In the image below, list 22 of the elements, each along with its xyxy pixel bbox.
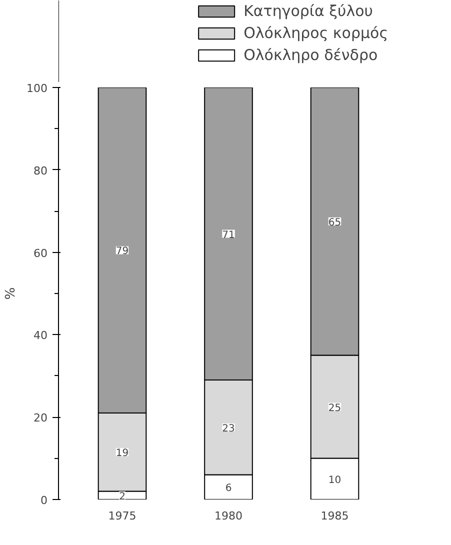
data-label: 65 — [328, 217, 342, 228]
data-label: 71 — [222, 230, 235, 241]
x-tick-label: 1975 — [108, 510, 136, 522]
y-tick-label: 0 — [40, 494, 48, 507]
y-tick-label: 40 — [34, 329, 48, 342]
legend-label: Ολόκληρος κορμός — [244, 24, 388, 42]
data-label: 79 — [116, 246, 129, 258]
legend-label: Κατηγορία ξύλου — [244, 2, 373, 20]
x-tick-label: 1985 — [320, 510, 349, 522]
y-tick-label: 80 — [34, 164, 48, 178]
data-label: 10 — [328, 474, 342, 486]
x-tick-label: 1980 — [214, 510, 243, 522]
data-label: 23 — [222, 423, 235, 434]
data-label: 19 — [116, 448, 129, 460]
data-label: 2 — [119, 491, 126, 502]
y-axis-title: % — [4, 287, 19, 300]
y-tick-label: 100 — [26, 82, 48, 95]
data-label: 6 — [225, 483, 232, 494]
y-tick-label: 20 — [34, 412, 48, 425]
y-tick-label: 60 — [34, 246, 48, 260]
data-label: 25 — [328, 402, 342, 414]
legend-label: Ολόκληρο δένδρο — [244, 46, 378, 64]
